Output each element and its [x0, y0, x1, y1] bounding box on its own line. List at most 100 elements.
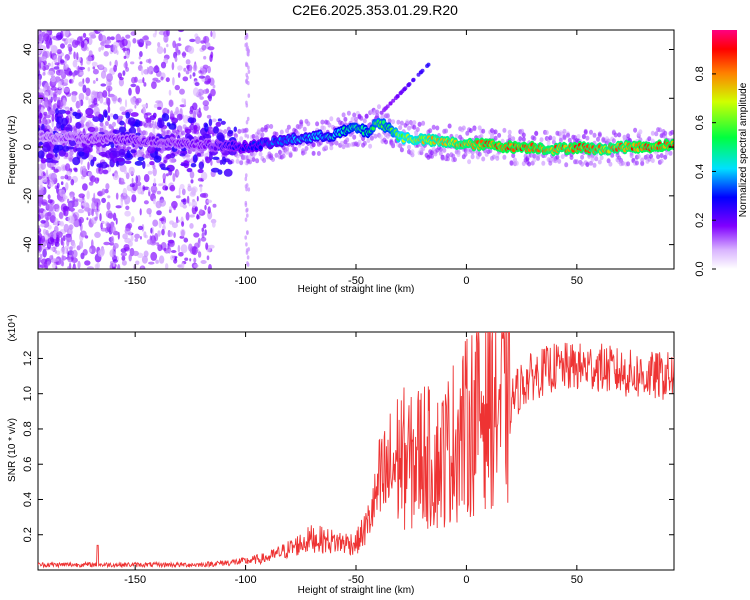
- spectrogram-cell: [246, 207, 249, 212]
- spectrogram-cell: [157, 42, 161, 48]
- spectrogram-cell: [92, 80, 96, 84]
- spectrogram-cell: [172, 77, 175, 86]
- spectrogram-cell: [75, 198, 79, 202]
- spectrogram-cell: [53, 66, 60, 70]
- spectrogram-cell: [71, 94, 77, 103]
- spectrogram-cell: [60, 59, 65, 64]
- spectrogram-cell: [245, 103, 249, 108]
- spectrogram-cell: [197, 239, 201, 248]
- spectrogram-cell: [68, 70, 73, 76]
- spectrogram-cell: [146, 208, 152, 215]
- spectrogram-cell: [124, 99, 128, 108]
- spectrogram-cell: [107, 195, 111, 199]
- spectrogram-cell: [47, 70, 55, 76]
- spectrogram-cell: [178, 37, 181, 42]
- spectrogram-cell: [186, 195, 190, 204]
- spectrogram-cell: [106, 73, 113, 82]
- spectrogram-cell: [62, 30, 70, 37]
- spectrogram-cell: [285, 146, 290, 152]
- spectrogram-cell: [220, 120, 226, 125]
- spectrogram-cell: [98, 47, 102, 52]
- spectrogram-cell: [199, 185, 203, 193]
- spectrogram-cell: [247, 69, 251, 75]
- spectrogram-cell: [237, 128, 242, 134]
- spectrogram-cell: [131, 76, 137, 84]
- spectrogram-cell: [82, 165, 86, 172]
- spectrogram-cell: [196, 195, 199, 202]
- spectrogram-cell: [664, 150, 669, 156]
- spectrogram-cell: [192, 63, 198, 72]
- spectrogram-cell: [186, 168, 193, 173]
- spectrogram-cell: [76, 52, 79, 61]
- spectrogram-cell: [69, 107, 73, 112]
- spectrogram-cell: [169, 206, 173, 211]
- spectrogram-cell: [185, 70, 190, 75]
- spectrogram-cell: [67, 266, 71, 269]
- spectrogram-cell: [39, 223, 45, 227]
- spectrogram-cell: [255, 135, 260, 141]
- spectrogram-cell: [70, 179, 75, 186]
- spectrogram-cell: [179, 153, 186, 157]
- spectrogram-cell: [75, 121, 82, 129]
- spectrogram-cell: [668, 150, 673, 156]
- spectrogram-x-ticks: -150 -100 -50 0 50: [124, 30, 583, 287]
- spectrogram-cell: [38, 214, 41, 222]
- spectrogram-cell: [87, 161, 90, 171]
- spectrogram-cell: [88, 98, 91, 106]
- spectrogram-cell: [127, 117, 136, 126]
- spectrogram-cell: [72, 242, 76, 249]
- spectrogram-cell: [156, 46, 164, 55]
- spectrogram-cell: [150, 185, 158, 193]
- spectrogram-cell: [92, 66, 96, 70]
- spectrogram-cell: [140, 266, 144, 269]
- spectrogram-y-label: Frequency (Hz): [7, 116, 18, 185]
- spectrogram-cell: [412, 124, 417, 130]
- spectrogram-cell: [107, 105, 111, 114]
- spectrogram-cell: [302, 149, 307, 155]
- spectrogram-cell: [60, 181, 64, 186]
- spectrogram-cell: [125, 49, 130, 59]
- snr-y-ticks: 0.2 0.4 0.6 0.8 1.0 1.2: [22, 351, 674, 542]
- spectrogram-cell: [190, 187, 196, 196]
- spectrogram-cell: [366, 138, 371, 143]
- spectrogram-cell: [398, 125, 403, 131]
- spectrogram-cell: [160, 167, 170, 171]
- spectrogram-cell: [40, 62, 44, 68]
- spectrogram-cell: [112, 44, 118, 54]
- spectrogram-cell: [43, 91, 49, 98]
- spectrogram-cell: [46, 118, 51, 124]
- spectrogram-cell: [169, 184, 176, 192]
- colorbar: 0.0 0.2 0.4 0.6 0.8 Normalized spectral ampl…: [694, 30, 749, 277]
- spectrogram-cell: [408, 120, 413, 125]
- spectrogram-cell: [201, 227, 205, 233]
- spectrogram-cell: [659, 158, 664, 164]
- spectrogram-cell: [179, 183, 185, 190]
- spectrogram-cell: [165, 263, 169, 269]
- spectrogram-cell: [411, 78, 416, 83]
- spectrogram-cell: [112, 156, 118, 163]
- spectrogram-cell: [99, 96, 104, 104]
- spectrogram-cell: [38, 235, 41, 244]
- spectrogram-cell: [564, 162, 569, 168]
- spectrogram-cell: [208, 264, 212, 269]
- spectrogram-cell: [66, 239, 70, 247]
- spectrogram-cell: [199, 96, 204, 100]
- spectrogram-cell: [629, 153, 634, 159]
- spectrogram-cell: [86, 217, 89, 221]
- spectrogram-cell: [215, 121, 222, 127]
- spectrogram-cell: [53, 168, 59, 173]
- spectrogram-cell: [113, 64, 117, 72]
- spectrogram-cell: [99, 121, 104, 127]
- spectrogram-cell: [86, 190, 90, 200]
- spectrogram-cell: [51, 114, 55, 122]
- spectrogram-cell: [197, 152, 201, 157]
- spectrogram-cell: [72, 249, 78, 258]
- spectrogram-cell: [134, 233, 141, 239]
- snr-panel: -150 -100 -50 0 50 0.2 0.4 0.6 0.8 1.0 1.2 (x10⁴)…: [7, 314, 675, 596]
- spectrogram-cell: [560, 154, 565, 160]
- spectrogram-cell: [129, 183, 135, 188]
- spectrogram-cell: [50, 96, 53, 103]
- spectrogram-cell: [74, 168, 78, 173]
- spectrogram-cell: [177, 65, 183, 71]
- spectrogram-cell: [156, 242, 160, 247]
